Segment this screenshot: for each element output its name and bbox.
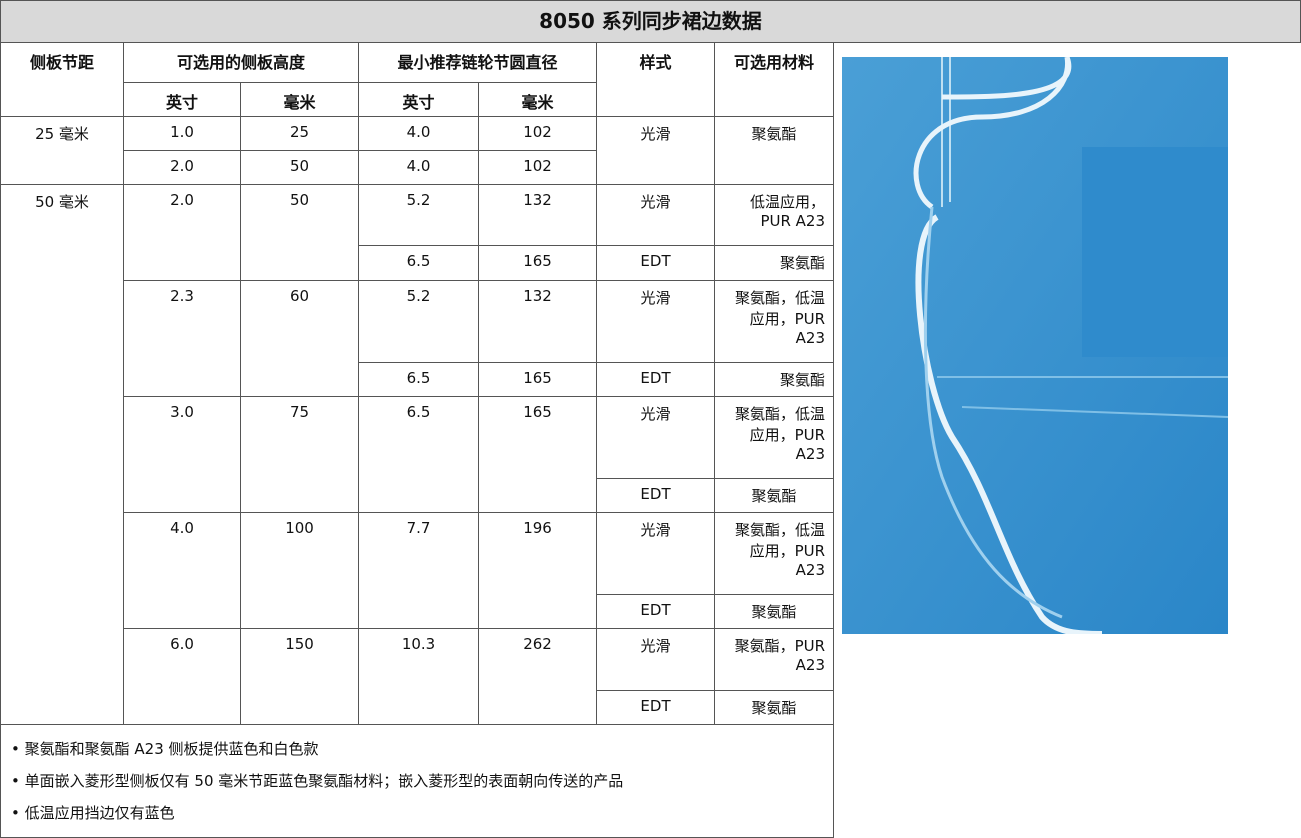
cell: 6.5 (358, 362, 480, 397)
note-text: 单面嵌入菱形型侧板仅有 50 毫米节距蓝色聚氨酯材料；嵌入菱形型的表面朝向传送的… (24, 772, 624, 790)
header-cell: 最小推荐链轮节圆直径 (358, 42, 598, 83)
material-cell: 聚氨酯，低温应用，PUR A23 (714, 512, 835, 595)
table-row: 2.0 50 4.0 102 (1, 150, 834, 185)
cell: 2.0 (123, 150, 241, 185)
subheader-cell: 毫米 (478, 82, 598, 117)
cell: 4.0 (358, 150, 480, 185)
cell: 4.0 (358, 116, 480, 151)
material-cell: 聚氨酯 (714, 245, 835, 281)
cell: 6.5 (358, 245, 480, 281)
title: 8050 系列同步裙边数据 (0, 0, 1301, 43)
cell: 165 (478, 362, 598, 397)
table-row: 2.3 60 5.2 132 光滑 聚氨酯，低温应用，PUR A23 (1, 280, 835, 397)
cell: 75 (239, 396, 360, 513)
cell: 25 (239, 116, 360, 151)
table-row: 6.5 165 EDT 聚氨酯 (1, 362, 835, 397)
table-row: 英寸 毫米 英寸 毫米 (1, 82, 834, 117)
material-cell: 聚氨酯 (714, 116, 835, 185)
material-cell: 聚氨酯，低温应用，PUR A23 (714, 280, 835, 363)
material-cell: 聚氨酯 (714, 690, 835, 725)
pitch-cell: 50 毫米 (0, 184, 124, 725)
material-cell: 聚氨酯，PUR A23 (714, 628, 835, 691)
pitch-cell: 25 毫米 (0, 116, 124, 185)
header-cell: 可选用材料 (714, 42, 835, 117)
table-row: EDT 聚氨酯 (1, 478, 835, 513)
style-cell: EDT (596, 362, 716, 397)
cell: 7.7 (358, 512, 480, 629)
cell: 6.5 (358, 396, 480, 513)
style-cell: EDT (596, 245, 716, 281)
subheader-cell: 英寸 (358, 82, 480, 117)
material-cell: 低温应用，PUR A23 (714, 184, 835, 246)
note: • 单面嵌入菱形型侧板仅有 50 毫米节距蓝色聚氨酯材料；嵌入菱形型的表面朝向传… (11, 772, 624, 790)
table-row: EDT 聚氨酯 (1, 690, 835, 725)
cell: 100 (239, 512, 360, 629)
notes: • 聚氨酯和聚氨酯 A23 侧板提供蓝色和白色款 • 单面嵌入菱形型侧板仅有 50… (0, 724, 835, 838)
style-cell: 光滑 (596, 512, 716, 595)
table-row: EDT 聚氨酯 (1, 594, 835, 629)
material-cell: 聚氨酯 (714, 478, 835, 513)
cell: 50 (239, 184, 360, 281)
style-cell: 光滑 (596, 116, 716, 185)
material-cell: 聚氨酯，低温应用，PUR A23 (714, 396, 835, 479)
table-row: • 聚氨酯和聚氨酯 A23 侧板提供蓝色和白色款 • 单面嵌入菱形型侧板仅有 50… (0, 724, 835, 838)
cell: 5.2 (358, 184, 480, 246)
note: • 聚氨酯和聚氨酯 A23 侧板提供蓝色和白色款 (11, 740, 319, 758)
cell: 102 (478, 116, 598, 151)
cell: 6.0 (123, 628, 241, 725)
style-cell: 光滑 (596, 396, 716, 479)
product-photo (842, 57, 1228, 634)
cell: 165 (478, 245, 598, 281)
note: • 低温应用挡边仅有蓝色 (11, 804, 175, 822)
cell: 60 (239, 280, 360, 397)
material-cell: 聚氨酯 (714, 594, 835, 629)
cell: 4.0 (123, 512, 241, 629)
cell: 165 (478, 396, 598, 513)
cell: 10.3 (358, 628, 480, 725)
cell: 150 (239, 628, 360, 725)
subheader-cell: 英寸 (123, 82, 241, 117)
cell: 196 (478, 512, 598, 629)
cell: 50 (239, 150, 360, 185)
cell: 1.0 (123, 116, 241, 151)
data-table: 侧板节距 可选用的侧板高度 最小推荐链轮节圆直径 样式 可选用材料 英寸 毫米 英寸 毫米 25 … (0, 42, 835, 838)
style-cell: EDT (596, 478, 716, 513)
style-cell: EDT (596, 690, 716, 725)
table-row: 4.0 100 7.7 196 光滑 聚氨酯，低温应用，PUR A23 (1, 512, 835, 629)
header-cell: 可选用的侧板高度 (122, 42, 360, 83)
style-cell: 光滑 (596, 628, 716, 691)
cell: 2.3 (123, 280, 241, 397)
table-row: 50 毫米 2.0 50 5.2 132 光滑 低温应用，PUR A23 (0, 184, 835, 725)
cell: 262 (478, 628, 598, 725)
note-text: 聚氨酯和聚氨酯 A23 侧板提供蓝色和白色款 (24, 740, 319, 758)
cell: 3.0 (123, 396, 241, 513)
table-row: 25 毫米 1.0 25 4.0 102 光滑 聚氨酯 (0, 116, 835, 185)
material-cell: 聚氨酯 (714, 362, 835, 397)
cell: 102 (478, 150, 598, 185)
cell: 5.2 (358, 280, 480, 363)
subheader-cell: 毫米 (239, 82, 360, 117)
note-text: 低温应用挡边仅有蓝色 (24, 804, 175, 822)
table-row: 3.0 75 6.5 165 光滑 聚氨酯，低温应用，PUR A23 (1, 396, 835, 513)
header-cell: 侧板节距 (0, 42, 124, 117)
style-cell: EDT (596, 594, 716, 629)
header-cell: 样式 (596, 42, 716, 117)
cell: 132 (478, 184, 598, 246)
style-cell: 光滑 (596, 184, 716, 246)
table-row: 6.5 165 EDT 聚氨酯 (1, 245, 835, 281)
cell: 2.0 (123, 184, 241, 281)
table-row: 侧板节距 可选用的侧板高度 最小推荐链轮节圆直径 样式 可选用材料 (0, 42, 835, 117)
cell: 132 (478, 280, 598, 363)
style-cell: 光滑 (596, 280, 716, 363)
table-row: 6.0 150 10.3 262 光滑 聚氨酯，PUR A23 (1, 628, 835, 725)
